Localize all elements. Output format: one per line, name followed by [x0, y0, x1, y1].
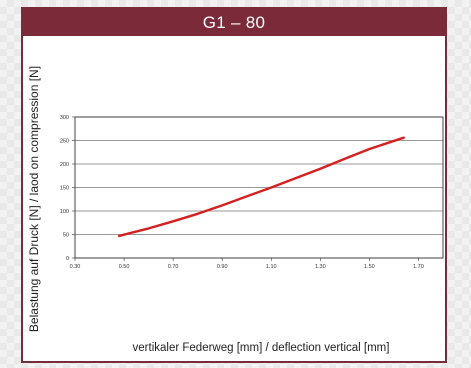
- plot-border: [74, 116, 444, 259]
- x-tick-label: 0.70: [168, 264, 179, 270]
- x-tick-label: 1.50: [364, 264, 375, 270]
- chart-title: G1 – 80: [23, 9, 445, 36]
- x-tick-label: 1.70: [413, 264, 424, 270]
- x-axis-label: vertikaler Federweg [mm] / deflection ve…: [132, 342, 390, 354]
- x-tick-label: 1.30: [315, 264, 326, 270]
- y-tick-label: 250: [60, 139, 69, 145]
- x-tick-label: 0.50: [119, 264, 130, 270]
- x-tick-label: 1.10: [266, 264, 277, 270]
- y-tick-label: 50: [63, 233, 69, 239]
- y-tick-label: 0: [66, 256, 69, 262]
- series-line: [117, 136, 405, 238]
- y-tick-label: 150: [60, 186, 69, 192]
- y-tick-label: 200: [60, 162, 69, 168]
- x-tick-label: 0.90: [217, 264, 228, 270]
- x-tick-label: 0.30: [70, 264, 81, 270]
- y-tick-label: 300: [60, 115, 69, 121]
- y-tick-label: 100: [60, 209, 69, 215]
